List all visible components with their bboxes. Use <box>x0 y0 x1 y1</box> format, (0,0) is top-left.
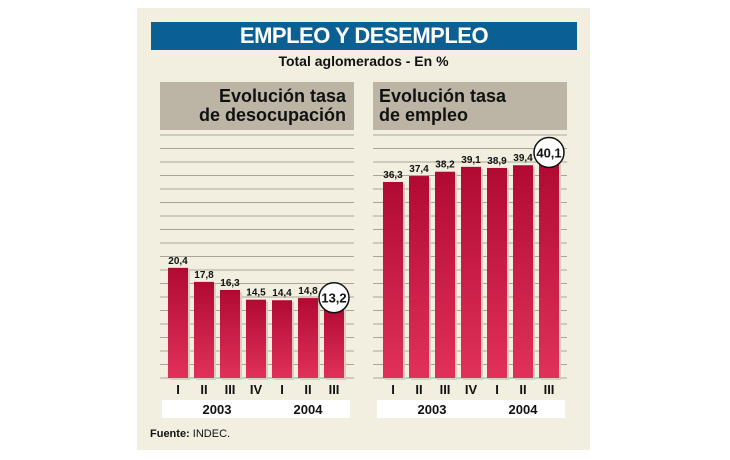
x-tick-label: I <box>280 382 284 397</box>
bar <box>194 281 214 378</box>
header-line: de empleo <box>379 105 469 125</box>
year-label: 2004 <box>509 402 539 417</box>
x-tick-label: III <box>329 382 340 397</box>
x-tick-label: III <box>440 382 451 397</box>
bar <box>168 267 188 378</box>
data-label: 39,4 <box>513 153 533 164</box>
highlight-circle <box>533 136 565 169</box>
x-tick-label: III <box>544 382 555 397</box>
bar <box>324 306 344 378</box>
year-label: 2003 <box>418 402 447 417</box>
x-tick-label: II <box>415 382 422 397</box>
infographic: EMPLEO Y DESEMPLEO Total aglomerados - E… <box>137 8 590 450</box>
data-label: 37,4 <box>409 164 429 175</box>
bar <box>272 300 292 378</box>
source-label: Fuente: <box>150 428 190 440</box>
bar <box>298 298 318 378</box>
data-label: 14,5 <box>246 288 266 299</box>
subtitle: Total aglomerados - En % <box>278 53 449 69</box>
year-box <box>481 400 565 418</box>
x-tick-label: IV <box>465 382 478 397</box>
bar <box>461 166 481 378</box>
x-tick-label: II <box>304 382 311 397</box>
bar <box>246 299 266 378</box>
header-line: de desocupación <box>198 105 346 125</box>
header-line: Evolución tasa <box>218 86 346 106</box>
data-label: 13,2 <box>321 291 346 306</box>
main-title: EMPLEO Y DESEMPLEO <box>151 22 577 50</box>
year-box <box>162 400 272 418</box>
data-label: 38,9 <box>487 156 507 167</box>
data-label: 16,3 <box>220 278 240 289</box>
highlight-circle <box>318 281 350 314</box>
data-label: 14,8 <box>298 286 318 297</box>
x-tick-label: IV <box>250 382 263 397</box>
data-label: 38,2 <box>435 160 455 171</box>
x-tick-label: I <box>391 382 395 397</box>
data-label: 40,1 <box>536 145 561 160</box>
bar <box>435 171 455 378</box>
x-tick-label: I <box>176 382 180 397</box>
unemployment-chart-header: Evolución tasa de desocupación <box>160 82 354 130</box>
bar <box>539 161 559 378</box>
source-note: Fuente: INDEC. <box>150 428 230 440</box>
source-value: INDEC. <box>192 428 231 440</box>
year-label: 2003 <box>203 402 232 417</box>
data-label: 39,1 <box>461 155 481 166</box>
x-tick-label: II <box>519 382 526 397</box>
bar <box>513 165 533 378</box>
employment-chart-header: Evolución tasa de empleo <box>373 82 567 130</box>
header-line: Evolución tasa <box>379 86 507 106</box>
x-tick-label: II <box>200 382 207 397</box>
bar <box>383 181 403 378</box>
charts: 20,4I17,8II16,3III14,5IV14,4I14,8II13,2I… <box>160 134 567 418</box>
data-label: 20,4 <box>168 256 188 267</box>
year-label: 2004 <box>294 402 324 417</box>
data-label: 17,8 <box>194 270 214 281</box>
year-box <box>266 400 350 418</box>
bar <box>220 289 240 378</box>
bar <box>409 176 429 378</box>
data-label: 14,4 <box>272 288 292 299</box>
year-box <box>377 400 487 418</box>
x-tick-label: I <box>495 382 499 397</box>
bar <box>487 167 507 378</box>
x-tick-label: III <box>225 382 236 397</box>
data-label: 36,3 <box>383 170 403 181</box>
